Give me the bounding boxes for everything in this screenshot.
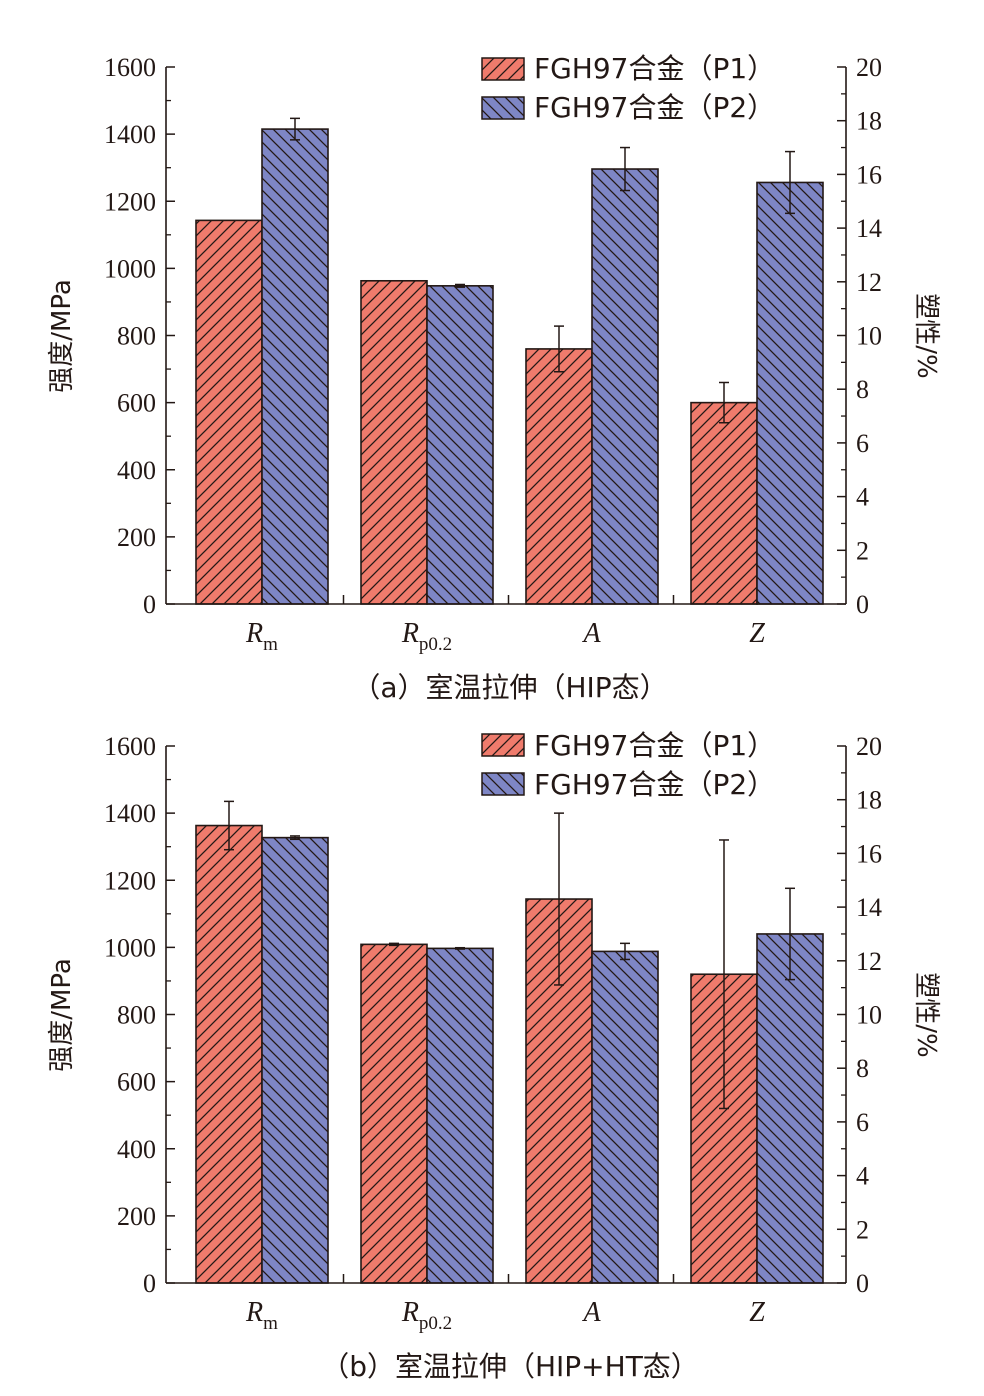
left-axis-title: 强度/MPa [47,958,77,1072]
left-tick-label: 600 [117,389,156,418]
category-label: A [581,618,601,649]
plot-area: Rm Rp0.2 A Z0200400600800100012001400160002… [104,53,882,655]
left-tick-label: 0 [143,1269,156,1298]
left-tick-label: 1000 [104,254,156,283]
right-tick-label: 16 [856,160,882,189]
left-tick-label: 1600 [104,53,156,82]
category-label: Rp0.2 [401,1297,452,1334]
left-tick-label: 0 [143,590,156,619]
legend-swatch-p1 [481,733,525,757]
category-label-main: R [245,618,263,649]
right-tick-label: 12 [856,268,882,297]
category-label: Rp0.2 [401,618,452,655]
category-label-sub: p0.2 [419,1313,452,1334]
legend-swatch-p2 [481,96,525,120]
right-tick-label: 4 [856,483,869,512]
right-tick-label: 4 [856,1162,869,1191]
right-tick-label: 0 [856,590,869,619]
bar-1 [195,219,263,605]
bar-2 [426,285,494,605]
category-label: Z [749,618,765,649]
right-tick-label: 14 [856,214,882,243]
right-tick-label: 20 [856,53,882,82]
category-label-main: A [581,1297,601,1328]
right-tick-label: 8 [856,375,869,404]
category-label: Z [749,1297,765,1328]
category-label-main: R [245,1297,263,1328]
left-tick-label: 1600 [104,732,156,761]
bar-1 [360,279,428,605]
category-label-main: Z [749,618,765,649]
left-tick-label: 200 [117,523,156,552]
left-tick-label: 400 [117,456,156,485]
category-label-sub: m [263,1313,278,1334]
category-label-main: R [401,618,419,649]
left-tick-label: 1000 [104,933,156,962]
bar-2 [756,933,824,1284]
category-label-main: Z [749,1297,765,1328]
right-tick-label: 14 [856,893,882,922]
legend-label-p2: FGH97合金（P2） [534,91,775,124]
right-tick-label: 18 [856,107,882,136]
right-tick-label: 20 [856,732,882,761]
chart-panel-b: （b）室温拉伸（HIP+HT态） 强度/MPa 塑性/% FGH97合金（P1）… [47,729,941,1383]
bar-2 [591,950,659,1284]
left-tick-label: 1200 [104,866,156,895]
right-tick-label: 6 [856,1108,869,1137]
right-tick-label: 18 [856,786,882,815]
right-tick-label: 16 [856,839,882,868]
legend-label-p2: FGH97合金（P2） [534,768,775,801]
right-tick-label: 10 [856,1001,882,1030]
bar-2 [426,947,494,1284]
right-tick-label: 8 [856,1054,869,1083]
left-tick-label: 1400 [104,799,156,828]
right-tick-label: 12 [856,947,882,976]
right-tick-label: 10 [856,322,882,351]
bar-1 [360,943,428,1284]
left-tick-label: 800 [117,322,156,351]
right-tick-label: 2 [856,536,869,565]
bar-1 [525,348,593,605]
bar-1 [195,824,263,1284]
left-axis-title: 强度/MPa [47,279,77,393]
left-tick-label: 1400 [104,120,156,149]
legend-swatch-p1 [481,57,525,81]
legend-label-p1: FGH97合金（P1） [534,729,775,762]
right-axis-title: 塑性/% [911,293,941,378]
category-label-main: A [581,618,601,649]
category-label-sub: m [263,634,278,655]
right-tick-label: 2 [856,1215,869,1244]
plot-area: Rm Rp0.2 A Z0200400600800100012001400160002… [104,732,882,1334]
bar-1 [690,401,758,605]
chart-panel-a: （a）室温拉伸（HIP态） 强度/MPa 塑性/% FGH97合金（P1） FG… [47,52,941,704]
right-axis-title: 塑性/% [911,972,941,1057]
left-tick-label: 400 [117,1135,156,1164]
legend: FGH97合金（P1） FGH97合金（P2） [481,729,775,801]
bar-2 [591,168,659,605]
bar-2 [261,836,329,1284]
right-tick-label: 6 [856,429,869,458]
left-tick-label: 800 [117,1001,156,1030]
category-label: Rm [245,1297,278,1334]
category-label-main: R [401,1297,419,1328]
left-tick-label: 1200 [104,187,156,216]
panel-caption: （b）室温拉伸（HIP+HT态） [321,1350,699,1383]
bar-2 [261,128,329,605]
category-label: Rm [245,618,278,655]
right-tick-label: 0 [856,1269,869,1298]
legend-swatch-p2 [481,772,525,796]
legend-label-p1: FGH97合金（P1） [534,52,775,85]
bar-2 [756,181,824,605]
category-label-sub: p0.2 [419,634,452,655]
left-tick-label: 200 [117,1202,156,1231]
legend: FGH97合金（P1） FGH97合金（P2） [481,52,775,124]
left-tick-label: 600 [117,1068,156,1097]
panel-caption: （a）室温拉伸（HIP态） [352,671,667,704]
category-label: A [581,1297,601,1328]
